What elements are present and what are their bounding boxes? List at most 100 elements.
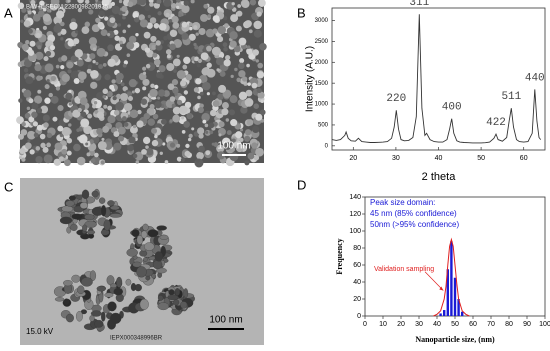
grain [86,152,91,157]
grain [120,82,125,87]
grain [107,105,113,111]
grain [21,43,29,51]
peak-label: 220 [386,93,406,105]
grain [259,109,266,116]
grain [97,141,107,151]
grain [46,142,51,148]
grain [230,74,234,78]
grain [61,127,71,136]
grain [17,42,23,48]
grain [223,142,232,150]
grain [126,91,133,97]
grain [213,142,219,148]
x-tick-label: 20 [349,155,357,162]
grain [166,54,172,59]
grain [61,73,70,83]
particle [159,234,169,240]
particle [65,313,74,323]
grain [191,127,195,131]
grain [64,159,71,167]
grain [222,15,228,21]
x-tick-label: 90 [523,321,531,328]
grain [216,144,225,153]
grain [212,100,220,108]
grain [40,105,49,114]
grain [197,95,201,100]
grain [249,0,257,6]
particle [89,315,95,322]
particle [152,260,163,270]
grain [210,109,217,117]
grain [55,86,61,91]
grain [153,23,160,29]
grain [244,135,251,142]
grain [153,58,161,66]
grain [160,118,167,125]
grain [183,56,191,65]
grain [42,13,51,22]
grain [17,133,24,140]
grain [92,104,97,109]
particle [107,301,117,312]
grain [126,144,134,152]
panel-label: D [297,177,306,192]
grain [241,0,250,9]
grain [74,30,79,34]
grain [58,156,65,162]
grain [23,59,32,68]
grain [122,86,128,92]
grain [212,91,216,96]
grain [39,133,46,140]
particle [157,302,170,311]
grain [88,37,98,46]
grain [176,99,183,105]
grain [216,6,221,11]
grain [169,96,176,102]
grain [38,4,44,11]
grain [159,151,163,155]
grain [100,29,108,37]
grain [230,119,238,127]
grain [115,93,122,100]
overlay-text: B/W+L SECM 2280098201935 [26,5,109,11]
particle [125,278,132,286]
y-tick-label: 40 [353,279,361,286]
grain [67,0,71,3]
callout-text: Validation sampling [374,266,434,273]
grain [256,11,262,17]
grain [255,147,264,157]
y-axis-label: Frequency [335,238,344,274]
grain [98,10,105,18]
grain [157,89,166,97]
grain [87,113,93,119]
particle [113,287,123,296]
x-tick-label: 50 [477,155,485,162]
grain [193,25,198,30]
voltage: 15.0 kV [26,327,54,336]
particle [99,197,106,204]
grain [121,5,128,12]
panel-label: C [4,179,13,194]
peak-label: 400 [442,102,462,114]
grain [90,81,98,89]
grain [53,24,62,34]
grain [166,62,175,72]
grain [128,136,136,144]
grain [60,64,65,70]
x-tick-label: 10 [379,321,387,328]
grain [181,32,189,40]
grain [40,142,46,149]
particle [84,220,97,228]
particle [140,230,148,239]
particle [65,200,75,207]
grain [32,14,41,22]
grain [53,158,61,166]
grain [33,132,39,138]
grain [200,13,208,22]
grain [147,14,151,19]
grain [35,155,43,164]
grain [173,69,177,73]
grain [107,58,116,67]
panel-label: B [297,5,306,20]
grain [74,49,84,58]
